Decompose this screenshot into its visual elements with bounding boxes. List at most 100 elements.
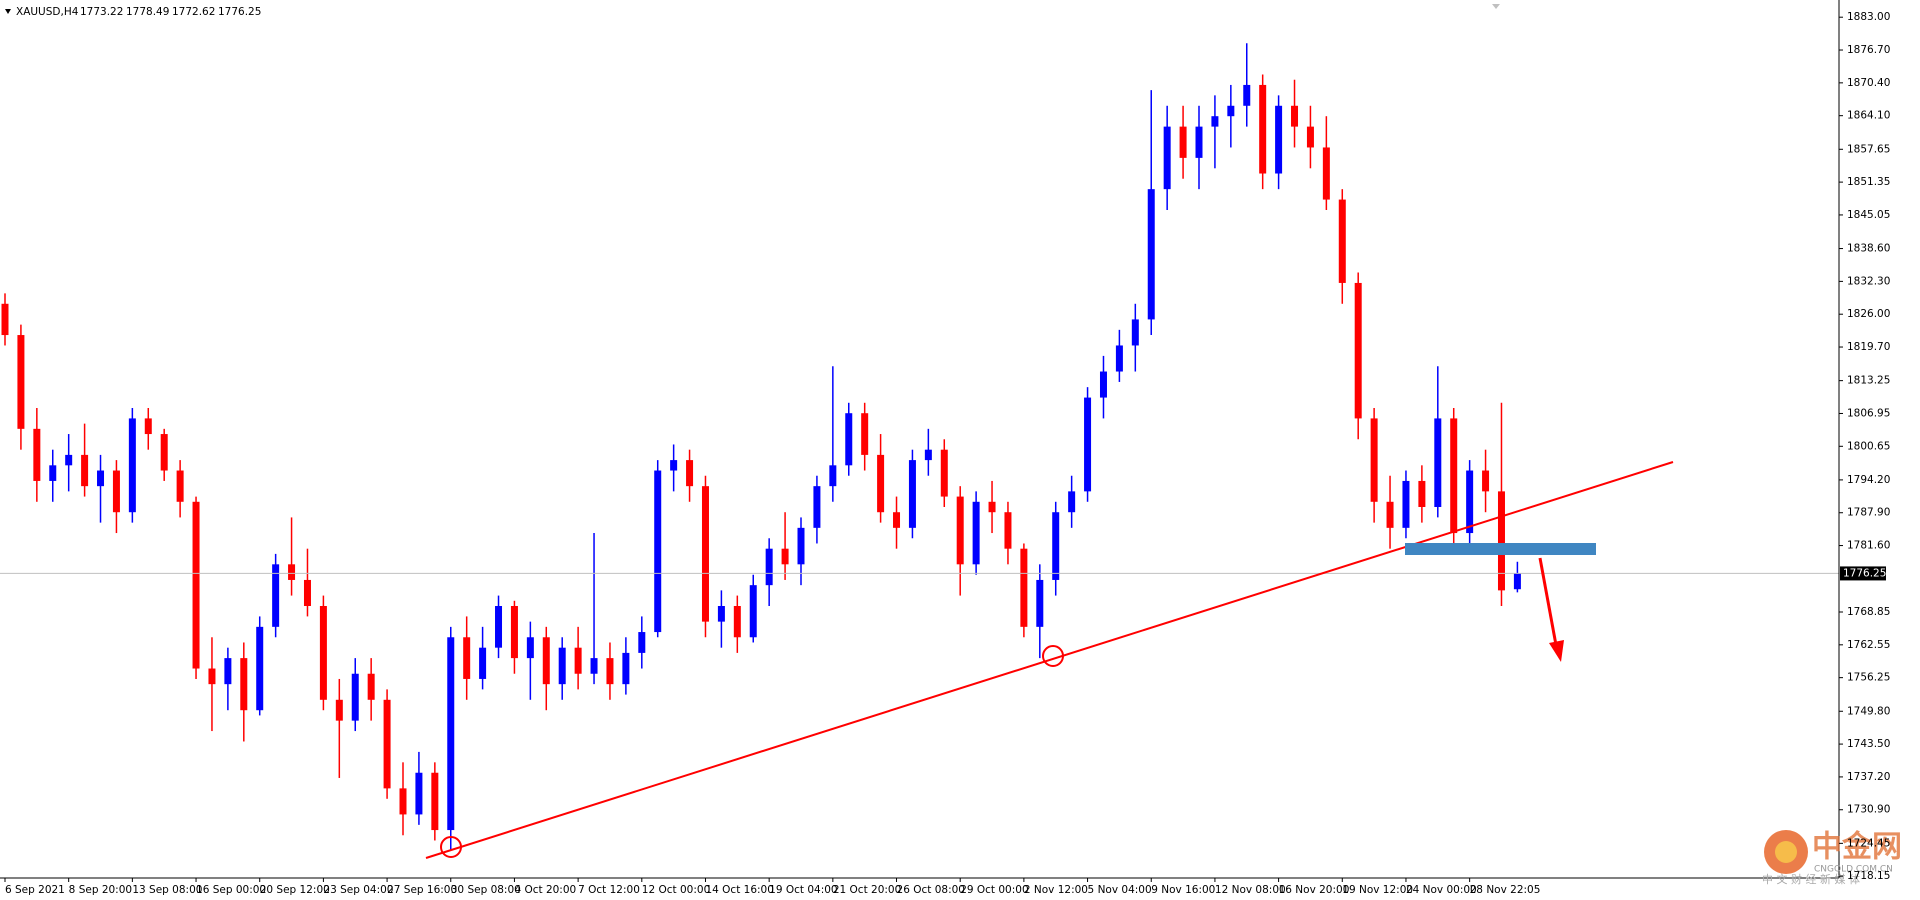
x-tick-label: 19 Oct 04:00: [769, 884, 837, 896]
candle-body: [701, 486, 709, 622]
candle-body: [49, 465, 57, 481]
candle-body: [845, 413, 853, 466]
candle-body: [813, 486, 821, 528]
x-tick-label: 4 Oct 20:00: [514, 884, 576, 896]
candle-body: [1259, 84, 1267, 174]
candle-body: [558, 647, 566, 685]
candle-body: [1115, 345, 1123, 372]
candle-body: [495, 606, 503, 648]
candle-body: [1, 303, 9, 336]
x-tick-label: 7 Oct 12:00: [578, 884, 640, 896]
candle-body: [97, 470, 105, 487]
arrow-shaft: [1538, 557, 1558, 646]
candle-body: [415, 772, 423, 815]
x-tick-label: 24 Nov 00:00: [1406, 884, 1477, 896]
y-tick-label: 1845.05: [1847, 209, 1890, 221]
candle-body: [1163, 126, 1171, 190]
symbol: XAUUSD,H4: [16, 6, 79, 18]
arrow-head: [1549, 640, 1564, 662]
candle-body: [1354, 282, 1362, 419]
y-tick-label: 1851.35: [1847, 176, 1890, 188]
candle-body: [1322, 147, 1330, 200]
candle-body: [351, 673, 359, 721]
y-tick-label: 1838.60: [1847, 243, 1890, 255]
trend-line: [425, 461, 1674, 859]
candle-body: [1020, 548, 1028, 627]
candle-body: [1497, 491, 1505, 591]
candle-body: [510, 606, 518, 659]
y-tick-label: 1883.00: [1847, 11, 1890, 23]
candle-body: [542, 637, 550, 685]
candle-body: [590, 658, 598, 674]
candle-body: [1338, 199, 1346, 283]
candle-body: [765, 548, 773, 586]
x-tick-label: 16 Sep 00:00: [196, 884, 266, 896]
candle-body: [574, 647, 582, 674]
y-tick-label: 1730.90: [1847, 804, 1890, 816]
candle-body: [654, 470, 662, 633]
candle-body: [1211, 116, 1219, 127]
candle-body: [1513, 573, 1521, 590]
ohlc-open: 1773.22: [80, 6, 123, 18]
candle-body: [1386, 501, 1394, 528]
candle-body: [1036, 579, 1044, 627]
support-zone: [1405, 543, 1596, 555]
y-tick-label: 1756.25: [1847, 672, 1890, 684]
candle-body: [240, 658, 248, 711]
candle-body: [988, 501, 996, 513]
candle-body: [861, 413, 869, 455]
candle-body: [1275, 105, 1283, 174]
candle-body: [224, 658, 232, 685]
candle-body: [144, 418, 152, 435]
candle-body: [479, 647, 487, 679]
candle-body: [1434, 418, 1442, 507]
candle-body: [829, 465, 837, 487]
x-tick-label: 5 Nov 04:00: [1088, 884, 1152, 896]
x-tick-label: 12 Nov 08:00: [1215, 884, 1286, 896]
candle-body: [399, 788, 407, 815]
x-tick-label: 30 Sep 08:00: [451, 884, 521, 896]
candle-body: [717, 606, 725, 622]
candle-body: [1450, 418, 1458, 534]
watermark-name: 中金网: [1812, 830, 1902, 865]
candle-body: [1179, 126, 1187, 158]
y-tick-label: 1762.55: [1847, 639, 1890, 651]
y-tick-label: 1794.20: [1847, 474, 1890, 486]
candle-body: [638, 632, 646, 653]
watermark-domain: CNGOLD.COM.CN: [1814, 865, 1893, 875]
x-tick-label: 29 Oct 00:00: [960, 884, 1028, 896]
price-tag-label: 1776.25: [1843, 567, 1886, 579]
x-tick-label: 26 Oct 08:00: [897, 884, 965, 896]
candle-body: [622, 652, 630, 685]
y-tick-label: 1806.95: [1847, 407, 1890, 419]
candle-body: [463, 637, 471, 679]
menu-triangle: [5, 9, 11, 14]
y-tick-label: 1743.50: [1847, 738, 1890, 750]
x-tick-label: 19 Nov 12:00: [1342, 884, 1413, 896]
y-tick-label: 1857.65: [1847, 143, 1890, 155]
y-tick-label: 1832.30: [1847, 275, 1890, 287]
y-tick-label: 1737.20: [1847, 771, 1890, 783]
candle-body: [1131, 319, 1139, 346]
candle-body: [1291, 105, 1299, 127]
candle-body: [447, 637, 455, 831]
candle-body: [606, 658, 614, 685]
candle-body: [1099, 371, 1107, 398]
x-tick-label: 14 Oct 16:00: [705, 884, 773, 896]
x-tick-label: 23 Sep 04:00: [323, 884, 393, 896]
y-tick-label: 1800.65: [1847, 440, 1890, 452]
candle-body: [908, 460, 916, 528]
candle-body: [1466, 470, 1474, 534]
candle-body: [797, 527, 805, 565]
candle-body: [1243, 84, 1251, 106]
candle-body: [431, 772, 439, 831]
candle-body: [65, 454, 73, 466]
candle-body: [319, 606, 327, 700]
ohlc-low: 1772.62: [172, 6, 215, 18]
candle-body: [192, 501, 200, 669]
candle-body: [686, 460, 694, 487]
candle-body: [1482, 470, 1490, 492]
candle-body: [160, 434, 168, 471]
x-tick-label: 20 Sep 12:00: [260, 884, 330, 896]
